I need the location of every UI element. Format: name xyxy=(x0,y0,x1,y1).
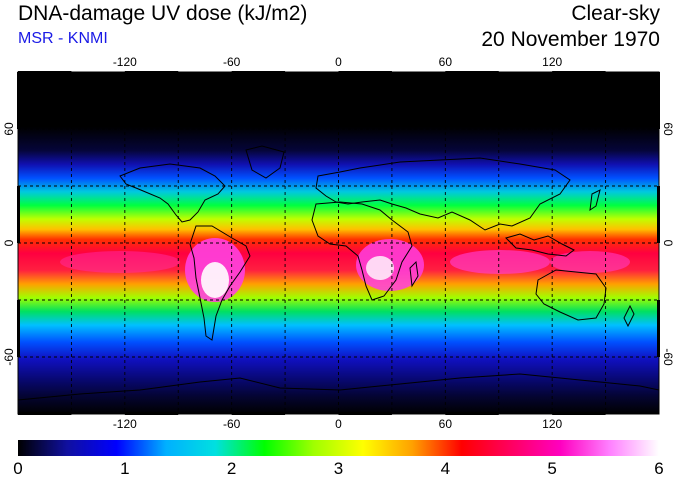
lon-tick-label-top: 0 xyxy=(335,55,342,69)
uv-hotspot-indian-ocean xyxy=(450,250,550,274)
lon-tick-label-top: 120 xyxy=(542,55,562,69)
uv-hotspot-east-pacific xyxy=(60,251,180,273)
coast-australia xyxy=(535,269,607,321)
frame-tick-bar xyxy=(552,412,606,415)
frame-tick-bar xyxy=(18,71,72,74)
frame-tick-bar xyxy=(231,412,286,415)
frame-tick-bar xyxy=(657,72,660,129)
lon-tick-label-bottom: -60 xyxy=(223,417,241,431)
colorbar-tick-label: 3 xyxy=(334,459,343,478)
colorbar-tick-label: 0 xyxy=(13,459,22,478)
lon-tick-label-bottom: 120 xyxy=(542,417,562,431)
frame-tick-bar xyxy=(657,186,660,243)
coastlines xyxy=(18,145,659,401)
lon-tick-label-top: -60 xyxy=(223,55,241,69)
date-label: 20 November 1970 xyxy=(481,28,660,51)
frame-tick-bar xyxy=(124,412,179,415)
graticule xyxy=(18,72,659,414)
lat-tick-label-left: 0 xyxy=(2,239,16,246)
uv-peak-south-america xyxy=(201,262,229,298)
lat-tick-label-left: 60 xyxy=(2,122,16,136)
colorbar-tick-label: 5 xyxy=(547,459,556,478)
frame-tick-bar xyxy=(17,72,20,129)
lat-tick-label-right: 0 xyxy=(661,240,675,247)
coast-japan xyxy=(589,189,601,212)
colorbar-tick-label: 2 xyxy=(227,459,236,478)
lat-tick-label-left: -60 xyxy=(2,348,16,366)
condition-label: Clear-sky xyxy=(571,2,660,25)
lon-tick-label-top: 60 xyxy=(439,55,453,69)
coast-antarctica xyxy=(18,373,659,401)
coast-madagascar xyxy=(409,260,419,288)
frame-tick-bar xyxy=(231,71,286,74)
uv-hotspot-pacific xyxy=(550,251,630,273)
coast-maritime-se-asia xyxy=(505,233,575,257)
lon-tick-label-bottom: -120 xyxy=(113,417,137,431)
frame-tick-bar xyxy=(124,71,179,74)
frame-tick-bar xyxy=(657,300,660,357)
lon-tick-label-top: -120 xyxy=(113,55,137,69)
colorbar-tick-label: 1 xyxy=(120,459,129,478)
coast-africa xyxy=(311,201,413,301)
frame-tick-bar xyxy=(18,412,72,415)
frame-tick-bar xyxy=(445,412,499,415)
lat-tick-label-right: 60 xyxy=(661,122,675,136)
colorbar-tick-label: 4 xyxy=(441,459,450,478)
coast-north-america xyxy=(119,163,226,223)
uv-peak-africa xyxy=(366,256,394,280)
colorbar-tick-label: 6 xyxy=(654,459,663,478)
frame-tick-bar xyxy=(338,412,392,415)
frame-tick-bar xyxy=(17,300,20,357)
frame-tick-bar xyxy=(17,186,20,243)
colorbar xyxy=(18,440,659,456)
lon-tick-label-bottom: 60 xyxy=(439,417,453,431)
map-title: DNA-damage UV dose (kJ/m2) xyxy=(18,2,308,25)
lon-tick-label-bottom: 0 xyxy=(335,417,342,431)
source-label: MSR - KNMI xyxy=(18,30,108,47)
lat-tick-label-right: -60 xyxy=(661,348,675,366)
coast-greenland xyxy=(245,145,285,179)
coast-new-zealand xyxy=(623,304,635,328)
frame-tick-bar xyxy=(445,71,499,74)
frame-tick-bar xyxy=(552,71,606,74)
frame-tick-bar xyxy=(338,71,392,74)
